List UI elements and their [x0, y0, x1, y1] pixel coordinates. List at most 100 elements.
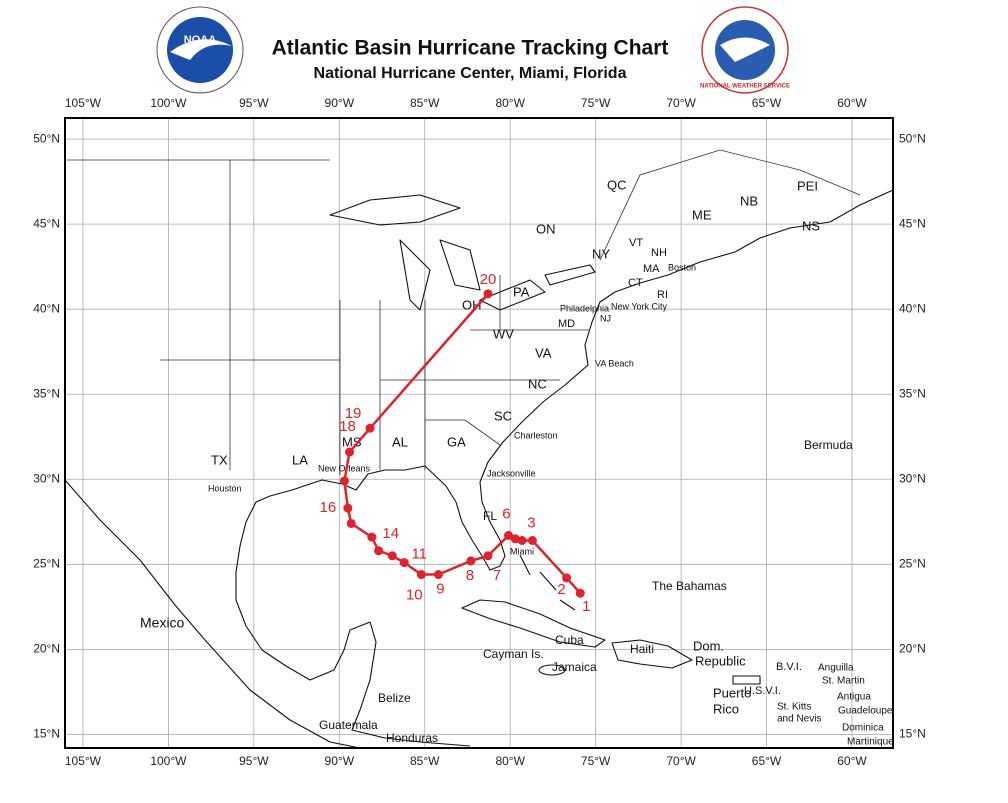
- lon-label: 80°W: [495, 754, 525, 768]
- place-label: CT: [628, 277, 643, 289]
- track-point: [503, 530, 513, 540]
- lat-label: 15°N: [899, 727, 926, 741]
- place-label: Antigua: [837, 692, 871, 703]
- place-label: Cayman Is.: [483, 647, 544, 661]
- place-label: The Bahamas: [652, 579, 727, 593]
- logo-text: NATIONAL WEATHER SERVICE: [700, 84, 790, 90]
- track-point: [367, 532, 377, 542]
- track-label: 1: [582, 598, 590, 615]
- place-label: Houston: [208, 483, 242, 493]
- track-point: [346, 518, 356, 528]
- place-label: Dominica: [842, 723, 884, 734]
- lon-label: 105°W: [65, 96, 102, 110]
- lat-label: 30°N: [899, 471, 926, 485]
- lon-label: 100°W: [150, 754, 187, 768]
- lat-label: 45°N: [33, 216, 60, 230]
- place-label: Cuba: [555, 633, 584, 647]
- place-label: Anguilla: [818, 663, 854, 674]
- track-label: 18: [339, 418, 356, 435]
- place-label: ON: [536, 221, 556, 236]
- track-label: 8: [466, 567, 474, 584]
- place-label: NS: [802, 218, 820, 233]
- track-label: 9: [436, 580, 444, 597]
- place-label: WV: [493, 326, 514, 341]
- place-label: New Orleans: [318, 463, 371, 473]
- place-label: PEI: [797, 178, 818, 193]
- place-label: Martinique: [847, 737, 894, 748]
- place-label: NY: [592, 246, 610, 261]
- track-point: [483, 551, 493, 561]
- track-point: [517, 535, 527, 545]
- title: Atlantic Basin Hurricane Tracking Chart: [272, 37, 669, 60]
- track-label: 3: [527, 514, 535, 531]
- track-label: 7: [493, 567, 501, 584]
- place-label: VA: [535, 345, 552, 360]
- track-point: [575, 588, 585, 598]
- lon-label: 105°W: [65, 754, 102, 768]
- place-label: Rico: [713, 701, 739, 716]
- place-label: Dom.: [693, 638, 724, 653]
- place-label: Charleston: [514, 430, 558, 440]
- lat-label: 25°N: [899, 556, 926, 570]
- place-label: NJ: [600, 313, 611, 323]
- lat-label: 20°N: [899, 642, 926, 656]
- track-point: [416, 570, 426, 580]
- place-label: NC: [528, 376, 547, 391]
- lon-label: 65°W: [752, 96, 782, 110]
- track-label: 14: [382, 525, 399, 542]
- place-label: Bermuda: [804, 438, 853, 452]
- lat-label: 35°N: [33, 386, 60, 400]
- place-label: Guatemala: [319, 718, 378, 732]
- track-point: [466, 556, 476, 566]
- place-label: TX: [211, 452, 228, 467]
- lon-label: 80°W: [495, 96, 525, 110]
- logo-nws: NATIONAL WEATHER SERVICE: [700, 6, 790, 94]
- lon-label: 70°W: [666, 96, 696, 110]
- place-label: RI: [657, 289, 668, 301]
- place-label: Belize: [378, 691, 411, 705]
- borders: [65, 149, 861, 475]
- bahamas: [519, 554, 576, 611]
- place-label: AL: [392, 434, 408, 449]
- track-point: [527, 535, 537, 545]
- place-label: LA: [292, 452, 308, 467]
- track-point: [433, 570, 443, 580]
- place-labels: QC ON NY VT NH ME NB PEI NS MA Boston CT RI PA Philade…: [140, 177, 894, 747]
- place-label: Guadeloupe: [838, 706, 893, 717]
- place-label: FL: [483, 509, 497, 523]
- subtitle: National Hurricane Center, Miami, Florid…: [314, 65, 627, 82]
- lat-label: 40°N: [33, 301, 60, 315]
- place-label: St. Martin: [822, 676, 865, 687]
- lat-label: 40°N: [899, 301, 926, 315]
- place-label: Jamaica: [552, 660, 597, 674]
- track-point: [345, 447, 355, 457]
- place-label: and Nevis: [777, 714, 821, 725]
- lon-label: 75°W: [581, 96, 611, 110]
- lon-label: 65°W: [752, 754, 782, 768]
- place-label: Honduras: [386, 731, 438, 745]
- track-point: [387, 551, 397, 561]
- track-label: 6: [502, 505, 510, 522]
- track-point: [399, 558, 409, 568]
- place-label: VT: [629, 237, 643, 249]
- place-label: Miami: [510, 546, 534, 556]
- place-label: St. Kitts: [777, 702, 811, 713]
- place-label: ME: [692, 207, 712, 222]
- lon-label: 95°W: [239, 96, 269, 110]
- logo-noaa: NOAA: [156, 6, 244, 94]
- place-label: Boston: [668, 262, 696, 272]
- place-label: B.V.I.: [776, 661, 802, 673]
- place-label: MD: [558, 318, 575, 330]
- track-point: [483, 289, 493, 299]
- place-label: PA: [513, 284, 530, 299]
- map-frame: [64, 117, 894, 749]
- track-point: [343, 503, 353, 513]
- track-point: [374, 546, 384, 556]
- lon-label: 100°W: [150, 96, 187, 110]
- cuba: [461, 599, 606, 648]
- place-label: Republic: [695, 653, 746, 668]
- place-label: Haiti: [630, 642, 654, 656]
- lon-label: 60°W: [837, 754, 867, 768]
- great-lakes: [329, 194, 596, 311]
